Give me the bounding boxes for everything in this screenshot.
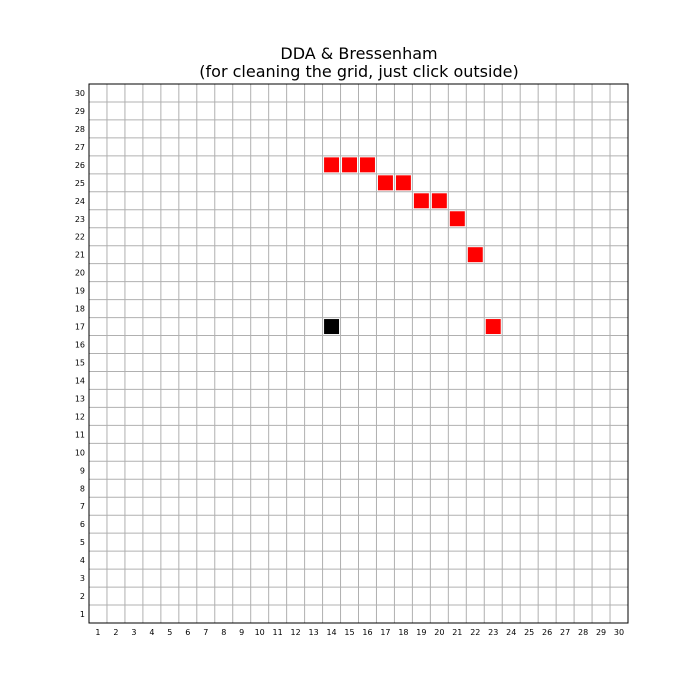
x-tick-label: 18 xyxy=(398,628,408,637)
x-tick-label: 26 xyxy=(542,628,552,637)
y-tick-label: 12 xyxy=(75,412,85,421)
x-tick-label: 4 xyxy=(149,628,154,637)
y-tick-label: 21 xyxy=(75,251,85,260)
x-tick-label: 19 xyxy=(416,628,426,637)
grid-lines xyxy=(89,84,628,623)
y-tick-label: 20 xyxy=(75,269,85,278)
x-tick-label: 28 xyxy=(578,628,588,637)
y-tick-label: 24 xyxy=(75,197,85,206)
y-tick-label: 2 xyxy=(80,592,85,601)
x-tick-label: 13 xyxy=(308,628,318,637)
line-pixel-cell[interactable] xyxy=(449,211,465,227)
x-tick-label: 15 xyxy=(344,628,354,637)
line-pixel-cell[interactable] xyxy=(485,319,501,335)
x-tick-label: 3 xyxy=(131,628,136,637)
title-line-2: (for cleaning the grid, just click outsi… xyxy=(199,62,518,81)
x-tick-label: 2 xyxy=(113,628,118,637)
x-tick-label: 14 xyxy=(326,628,336,637)
x-tick-label: 7 xyxy=(203,628,208,637)
y-tick-label: 30 xyxy=(75,89,85,98)
x-tick-label: 6 xyxy=(185,628,190,637)
y-tick-label: 25 xyxy=(75,179,85,188)
x-tick-label: 16 xyxy=(362,628,372,637)
line-pixel-cell[interactable] xyxy=(431,193,447,209)
x-tick-label: 24 xyxy=(506,628,516,637)
x-tick-label: 29 xyxy=(596,628,606,637)
x-tick-label: 5 xyxy=(167,628,172,637)
x-tick-label: 20 xyxy=(434,628,444,637)
x-axis-tick-labels: 1 2 3 4 5 6 7 8 9 10 11 12 13 14 15 16 17 18 19 20 21 22 23 24 2… xyxy=(95,628,624,637)
y-tick-label: 6 xyxy=(80,520,85,529)
y-tick-label: 7 xyxy=(80,502,85,511)
x-tick-label: 30 xyxy=(614,628,624,637)
x-tick-label: 9 xyxy=(239,628,244,637)
y-tick-label: 14 xyxy=(75,376,85,385)
y-tick-label: 1 xyxy=(80,610,85,619)
y-tick-label: 4 xyxy=(80,556,85,565)
x-tick-label: 12 xyxy=(291,628,301,637)
grid-border xyxy=(88,83,629,624)
x-tick-label: 8 xyxy=(221,628,226,637)
x-tick-label: 10 xyxy=(255,628,265,637)
y-tick-label: 28 xyxy=(75,125,85,134)
grid-cells xyxy=(324,157,501,335)
title-line-1: DDA & Bressenham xyxy=(280,44,437,63)
pixel-grid[interactable] xyxy=(88,83,629,624)
y-tick-label: 5 xyxy=(80,538,85,547)
line-pixel-cell[interactable] xyxy=(360,157,375,173)
x-tick-label: 22 xyxy=(470,628,480,637)
line-pixel-cell[interactable] xyxy=(467,247,483,263)
y-tick-label: 9 xyxy=(80,466,85,475)
y-tick-label: 10 xyxy=(75,448,85,457)
y-tick-label: 18 xyxy=(75,305,85,314)
line-pixel-cell[interactable] xyxy=(395,175,411,191)
y-tick-label: 13 xyxy=(75,394,85,403)
x-tick-label: 23 xyxy=(488,628,498,637)
y-axis-tick-labels: 1234567891011121314151617181920212223242… xyxy=(75,89,85,619)
y-tick-label: 22 xyxy=(75,233,85,242)
y-tick-label: 8 xyxy=(80,484,85,493)
y-tick-label: 19 xyxy=(75,287,85,296)
x-tick-label: 21 xyxy=(452,628,462,637)
x-tick-label: 11 xyxy=(273,628,283,637)
y-tick-label: 15 xyxy=(75,358,85,367)
y-tick-label: 29 xyxy=(75,107,85,116)
line-pixel-cell[interactable] xyxy=(324,157,340,173)
line-pixel-cell[interactable] xyxy=(377,175,393,191)
x-tick-label: 17 xyxy=(380,628,390,637)
x-tick-label: 25 xyxy=(524,628,534,637)
x-tick-label: 1 xyxy=(95,628,100,637)
line-pixel-cell[interactable] xyxy=(413,193,429,209)
y-tick-label: 23 xyxy=(75,215,85,224)
y-tick-label: 11 xyxy=(75,430,85,439)
y-tick-label: 16 xyxy=(75,341,85,350)
y-tick-label: 26 xyxy=(75,161,85,170)
y-tick-label: 3 xyxy=(80,574,85,583)
x-tick-label: 27 xyxy=(560,628,570,637)
line-pixel-cell[interactable] xyxy=(342,157,357,173)
y-tick-label: 17 xyxy=(75,323,85,332)
start-point-cell[interactable] xyxy=(324,319,340,335)
y-tick-label: 27 xyxy=(75,143,85,152)
